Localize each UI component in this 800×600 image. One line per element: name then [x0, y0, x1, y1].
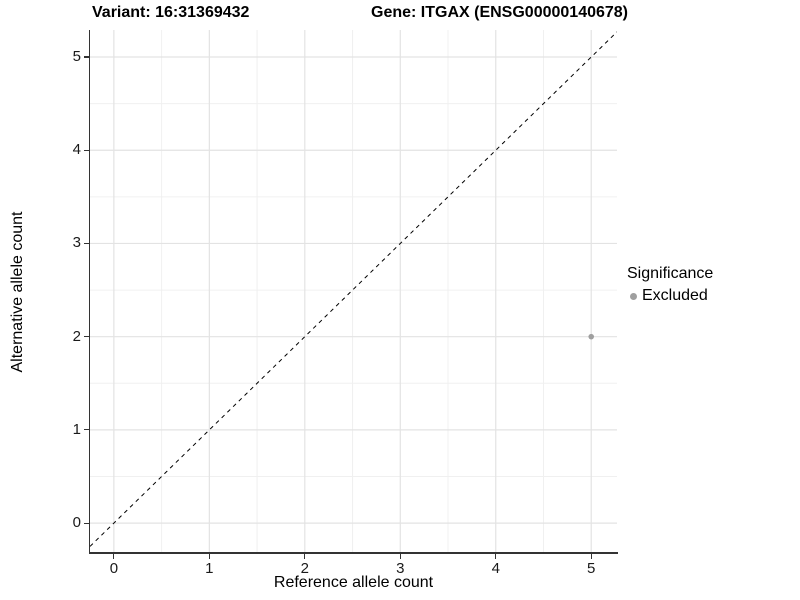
x-tick-mark	[208, 553, 210, 559]
plot-panel	[90, 30, 617, 552]
variant-title: Variant: 16:31369432	[92, 4, 250, 21]
y-tick-label: 5	[72, 48, 81, 66]
x-tick-mark	[113, 553, 115, 559]
legend-item-label: Excluded	[642, 287, 708, 304]
x-tick-label: 0	[109, 560, 119, 577]
x-tick-mark	[495, 553, 497, 559]
y-axis-line	[88, 30, 90, 554]
data-point	[588, 333, 595, 340]
y-tick-mark	[83, 336, 89, 338]
identity-dashed-line	[90, 31, 617, 547]
y-tick-label: 2	[72, 327, 81, 345]
gene-title: Gene: ITGAX (ENSG00000140678)	[371, 4, 629, 21]
plot-area-svg	[90, 30, 617, 552]
y-tick-mark	[83, 242, 89, 245]
y-tick-label: 3	[72, 234, 81, 252]
x-tick-mark	[590, 553, 592, 559]
x-tick-label: 1	[205, 560, 214, 577]
x-axis-title: Reference allele count	[273, 574, 434, 591]
y-tick-label: 1	[72, 420, 81, 438]
y-tick-label: 0	[72, 514, 81, 532]
x-tick-mark	[304, 553, 306, 559]
legend-item-excluded: Excluded	[627, 286, 713, 306]
y-tick-label: 4	[72, 141, 81, 159]
x-tick-label: 2	[300, 560, 309, 577]
y-tick-mark	[83, 56, 89, 58]
x-tick-label: 3	[396, 560, 405, 577]
y-tick-mark	[83, 429, 89, 431]
y-axis-title: Alternative allele count	[9, 211, 26, 373]
excluded-point-icon	[630, 292, 637, 300]
x-tick-mark	[399, 553, 401, 559]
x-tick-label: 4	[491, 560, 500, 577]
x-axis-line	[88, 552, 618, 554]
y-tick-mark	[83, 522, 89, 524]
legend: Significance Excluded	[627, 264, 713, 306]
y-tick-mark	[83, 149, 89, 151]
x-tick-label: 5	[587, 560, 596, 577]
legend-title: Significance	[627, 265, 714, 282]
